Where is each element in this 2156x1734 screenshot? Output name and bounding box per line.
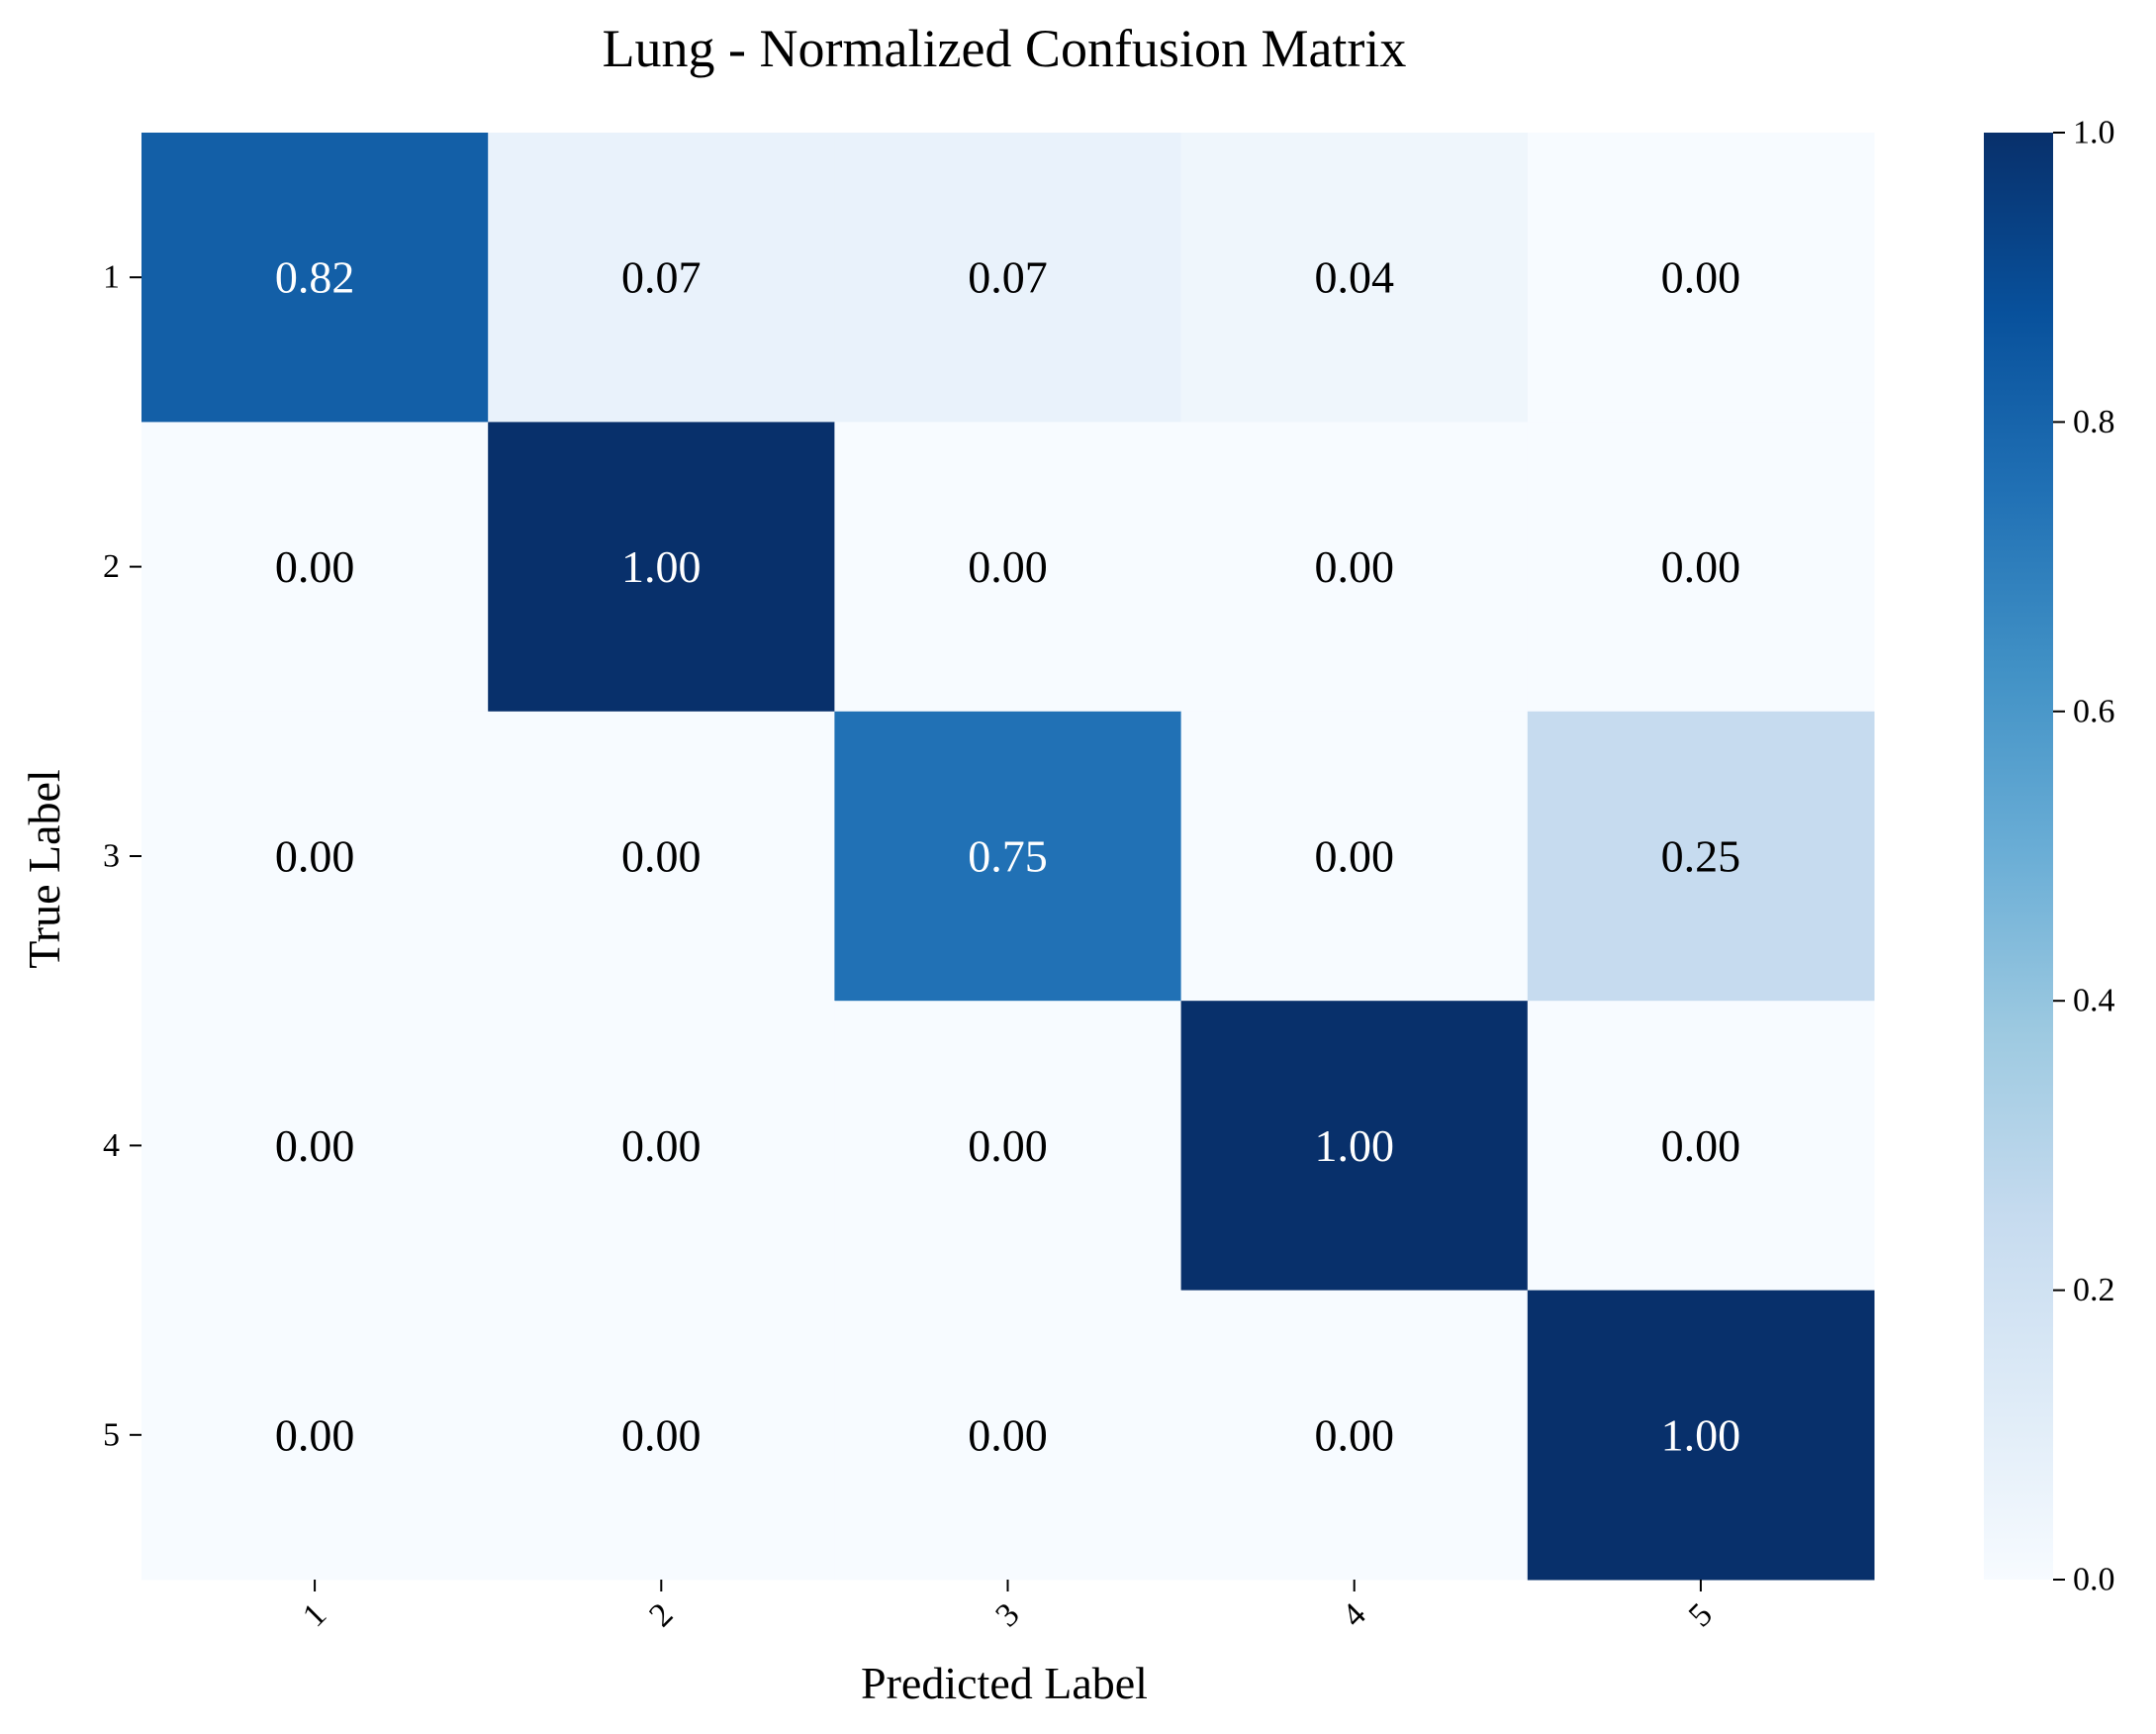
cell-value-label: 0.00 — [1661, 252, 1741, 303]
heatmap-cell-r5-c5 — [1527, 1290, 1875, 1581]
heatmap-cell-r3-c4 — [1180, 711, 1529, 1002]
x-tick-label: 5 — [1682, 1596, 1720, 1634]
cell-value-label: 0.75 — [968, 831, 1048, 882]
heatmap-cell-r1-c3 — [834, 133, 1182, 423]
heatmap-cell-r5-c4 — [1180, 1290, 1529, 1581]
y-tick-label: 3 — [103, 838, 120, 875]
heatmap-cell-r4-c5 — [1527, 1001, 1875, 1292]
cell-value-label: 0.00 — [968, 541, 1048, 592]
y-axis-ticks: 1 2 3 4 5 — [103, 259, 141, 1453]
cell-value-label: 0.00 — [968, 1120, 1048, 1171]
x-axis-label: Predicted Label — [861, 1658, 1148, 1708]
heatmap-cell-r1-c2 — [488, 133, 835, 423]
colorbar-tick-label: 0.4 — [2073, 983, 2115, 1019]
cell-value-label: 1.00 — [621, 541, 702, 592]
heatmap-cell-r2-c4 — [1180, 422, 1529, 713]
cell-value-label: 0.04 — [1314, 252, 1394, 303]
cell-annotations: 0.82 0.07 0.07 0.04 0.00 0.00 1.00 0.00 0.00 0.00… — [275, 252, 1740, 1461]
colorbar — [1984, 133, 2053, 1580]
heatmap-cell-r5-c1 — [141, 1290, 489, 1581]
cell-value-label: 0.82 — [275, 252, 355, 303]
heatmap-cells — [141, 133, 1875, 1581]
colorbar-tick-label: 0.6 — [2073, 693, 2115, 729]
cell-value-label: 0.25 — [1661, 831, 1741, 882]
y-tick-label: 5 — [103, 1416, 120, 1453]
colorbar-tick-label: 0.0 — [2073, 1562, 2115, 1598]
heatmap-cell-r3-c1 — [141, 711, 489, 1002]
cell-value-label: 0.00 — [1314, 1409, 1394, 1460]
cell-value-label: 0.00 — [1314, 541, 1394, 592]
cell-value-label: 0.00 — [275, 1120, 355, 1171]
cell-value-label: 0.00 — [621, 831, 702, 882]
heatmap-cell-r3-c3 — [834, 711, 1182, 1002]
y-axis-label: True Label — [19, 769, 69, 968]
x-tick-label: 4 — [1336, 1596, 1373, 1634]
cell-value-label: 0.00 — [275, 831, 355, 882]
x-tick-label: 2 — [642, 1596, 680, 1634]
heatmap-cell-r4-c4 — [1180, 1001, 1529, 1292]
heatmap-cell-r2-c3 — [834, 422, 1182, 713]
cell-value-label: 1.00 — [1661, 1409, 1741, 1460]
heatmap-cell-r2-c1 — [141, 422, 489, 713]
heatmap-cell-r1-c5 — [1527, 133, 1875, 423]
colorbar-tick-label: 1.0 — [2073, 115, 2115, 151]
x-tick-label: 1 — [296, 1596, 333, 1634]
x-axis-ticks: 1 2 3 4 5 — [296, 1580, 1720, 1634]
colorbar-tick-label: 0.2 — [2073, 1272, 2115, 1308]
cell-value-label: 0.00 — [275, 541, 355, 592]
cell-value-label: 0.00 — [621, 1120, 702, 1171]
cell-value-label: 0.00 — [275, 1409, 355, 1460]
y-tick-label: 1 — [103, 259, 120, 296]
heatmap-cell-r5-c2 — [488, 1290, 835, 1581]
heatmap-cell-r4-c1 — [141, 1001, 489, 1292]
heatmap-cell-r5-c3 — [834, 1290, 1182, 1581]
heatmap-cell-r1-c4 — [1180, 133, 1529, 423]
y-tick-label: 4 — [103, 1127, 120, 1164]
cell-value-label: 0.07 — [968, 252, 1048, 303]
heatmap-cell-r4-c3 — [834, 1001, 1182, 1292]
heatmap-cell-r2-c2 — [488, 422, 835, 713]
colorbar-tick-label: 0.8 — [2073, 404, 2115, 440]
cell-value-label: 1.00 — [1314, 1120, 1394, 1171]
cell-value-label: 0.00 — [1314, 831, 1394, 882]
heatmap-cell-r2-c5 — [1527, 422, 1875, 713]
heatmap-cell-r3-c5 — [1527, 711, 1875, 1002]
cell-value-label: 0.00 — [621, 1409, 702, 1460]
chart-title: Lung - Normalized Confusion Matrix — [603, 19, 1407, 78]
cell-value-label: 0.00 — [968, 1409, 1048, 1460]
heatmap-cell-r3-c2 — [488, 711, 835, 1002]
y-tick-label: 2 — [103, 548, 120, 585]
cell-value-label: 0.00 — [1661, 1120, 1741, 1171]
x-tick-label: 3 — [988, 1596, 1026, 1634]
heatmap-cell-r1-c1 — [141, 133, 489, 423]
colorbar-ticks: 0.0 0.2 0.4 0.6 0.8 1.0 — [2053, 115, 2115, 1598]
heatmap-cell-r4-c2 — [488, 1001, 835, 1292]
cell-value-label: 0.07 — [621, 252, 702, 303]
cell-value-label: 0.00 — [1661, 541, 1741, 592]
